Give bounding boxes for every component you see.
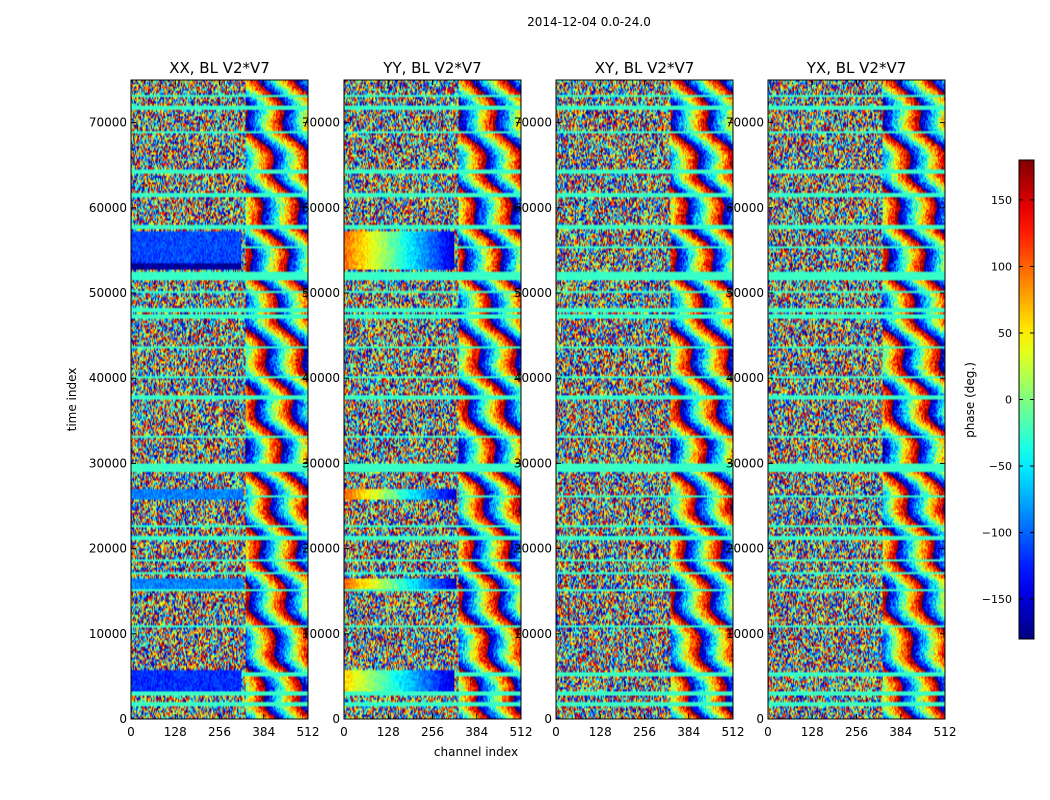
y-tick-label-1: 70000 bbox=[302, 116, 340, 130]
y-tick-label-0: 40000 bbox=[89, 371, 127, 385]
y-tick-label-2: 0 bbox=[544, 712, 552, 726]
y-tick-label-3: 70000 bbox=[726, 116, 764, 130]
heatmap-image-3 bbox=[768, 80, 945, 719]
y-tick-label-2: 20000 bbox=[514, 542, 552, 556]
panel-0: XX, BL V2*V7 0 128 256 384 512 0 10000 20000 3000… bbox=[65, 59, 319, 739]
y-tick-label-1: 0 bbox=[332, 712, 340, 726]
x-tick-label-3: 256 bbox=[845, 725, 868, 739]
y-tick-label-0: 20000 bbox=[89, 542, 127, 556]
y-tick-label-1: 10000 bbox=[302, 627, 340, 641]
y-tick-label-2: 60000 bbox=[514, 201, 552, 215]
x-tick-label-0: 384 bbox=[252, 725, 275, 739]
x-tick-label-3: 0 bbox=[764, 725, 772, 739]
colorbar-tick-label: −100 bbox=[982, 527, 1012, 540]
x-tick-label-2: 0 bbox=[552, 725, 560, 739]
y-tick-label-3: 10000 bbox=[726, 627, 764, 641]
y-tick-label-1: 20000 bbox=[302, 542, 340, 556]
x-tick-label-1: 512 bbox=[510, 725, 533, 739]
panel-3: YX, BL V2*V7 0 128 256 384 512 0 10000 20000 3000… bbox=[726, 59, 957, 739]
x-tick-label-0: 0 bbox=[127, 725, 135, 739]
panels: XX, BL V2*V7 0 128 256 384 512 0 10000 20000 3000… bbox=[65, 59, 956, 759]
y-tick-label-1: 60000 bbox=[302, 201, 340, 215]
y-tick-label-3: 50000 bbox=[726, 286, 764, 300]
colorbar-tick-label: −150 bbox=[982, 593, 1012, 606]
colorbar: 150 100 50 0 −50 −100 −150 phase (deg.) bbox=[963, 159, 1035, 640]
heatmap-image-1 bbox=[344, 80, 521, 719]
x-tick-label-1: 384 bbox=[465, 725, 488, 739]
colorbar-tick-label: 150 bbox=[991, 194, 1012, 207]
x-tick-label-2: 512 bbox=[722, 725, 745, 739]
y-tick-label-0: 50000 bbox=[89, 286, 127, 300]
heatmap-image-0 bbox=[131, 80, 308, 719]
y-tick-label-0: 0 bbox=[119, 712, 127, 726]
y-tick-label-0: 10000 bbox=[89, 627, 127, 641]
y-tick-label-3: 20000 bbox=[726, 542, 764, 556]
panel-title-1: YY, BL V2*V7 bbox=[382, 59, 481, 77]
y-tick-label-2: 40000 bbox=[514, 371, 552, 385]
x-axis-label: channel index bbox=[434, 745, 518, 759]
panel-title-2: XY, BL V2*V7 bbox=[595, 59, 695, 77]
figure-title: 2014-12-04 0.0-24.0 bbox=[527, 15, 651, 29]
y-tick-label-2: 70000 bbox=[514, 116, 552, 130]
x-tick-label-2: 256 bbox=[633, 725, 656, 739]
y-tick-label-2: 50000 bbox=[514, 286, 552, 300]
x-tick-label-1: 0 bbox=[340, 725, 348, 739]
colorbar-tick-label: 100 bbox=[991, 260, 1012, 273]
panel-title-3: YX, BL V2*V7 bbox=[806, 59, 907, 77]
x-tick-label-0: 512 bbox=[297, 725, 320, 739]
colorbar-tick-label: 50 bbox=[998, 327, 1012, 340]
x-tick-label-1: 256 bbox=[421, 725, 444, 739]
y-tick-label-0: 60000 bbox=[89, 201, 127, 215]
y-tick-label-3: 40000 bbox=[726, 371, 764, 385]
x-tick-label-3: 128 bbox=[801, 725, 824, 739]
panel-2: XY, BL V2*V7 0 128 256 384 512 0 10000 20000 3000… bbox=[514, 59, 745, 739]
y-axis-label: time index bbox=[65, 368, 79, 432]
colorbar-tick-label: −50 bbox=[989, 460, 1012, 473]
x-tick-label-0: 256 bbox=[208, 725, 231, 739]
panel-title-0: XX, BL V2*V7 bbox=[169, 59, 270, 77]
y-tick-label-3: 0 bbox=[756, 712, 764, 726]
colorbar-tick-label: 0 bbox=[1005, 394, 1012, 407]
x-tick-label-1: 128 bbox=[377, 725, 400, 739]
x-tick-label-2: 384 bbox=[677, 725, 700, 739]
x-tick-label-2: 128 bbox=[589, 725, 612, 739]
y-tick-label-0: 30000 bbox=[89, 456, 127, 470]
y-tick-label-1: 30000 bbox=[302, 456, 340, 470]
y-tick-label-3: 60000 bbox=[726, 201, 764, 215]
heatmap-image-2 bbox=[556, 80, 733, 719]
y-tick-label-1: 40000 bbox=[302, 371, 340, 385]
x-tick-label-0: 128 bbox=[164, 725, 187, 739]
y-tick-label-2: 10000 bbox=[514, 627, 552, 641]
y-tick-label-1: 50000 bbox=[302, 286, 340, 300]
panel-1: YY, BL V2*V7 0 128 256 384 512 0 10000 20000 3000… bbox=[302, 59, 533, 759]
y-tick-label-2: 30000 bbox=[514, 456, 552, 470]
x-tick-label-3: 384 bbox=[889, 725, 912, 739]
y-tick-label-3: 30000 bbox=[726, 456, 764, 470]
colorbar-label: phase (deg.) bbox=[963, 362, 977, 438]
x-tick-label-3: 512 bbox=[934, 725, 957, 739]
y-tick-label-0: 70000 bbox=[89, 116, 127, 130]
